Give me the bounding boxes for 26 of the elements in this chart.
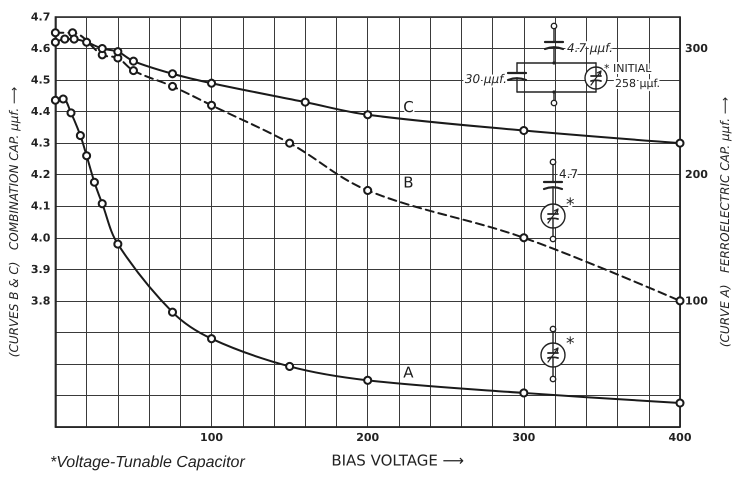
text: *Voltage-Tunable Capacitor bbox=[50, 454, 246, 471]
x-tick-label: 300 bbox=[512, 431, 536, 444]
series-label: A bbox=[403, 363, 414, 382]
x-tick-label: 100 bbox=[200, 431, 224, 444]
y-tick-label: 4.5 bbox=[30, 74, 50, 87]
y2-tick-label: 200 bbox=[685, 168, 708, 182]
annotation: * bbox=[566, 195, 574, 215]
x-axis-title: BIAS VOLTAGE ⟶ bbox=[331, 452, 464, 470]
y2-tick-label: 300 bbox=[685, 42, 708, 56]
x-tick-label: 200 bbox=[356, 431, 380, 444]
y-axis-title: (CURVES B & C) COMBINATION CAP. μμf. ⟶ bbox=[7, 86, 21, 358]
y-tick-label: 4.0 bbox=[30, 231, 51, 244]
y-tick-label: 3.8 bbox=[30, 294, 50, 308]
series-label: C bbox=[403, 98, 414, 116]
y-tick-label: 4.7 bbox=[30, 10, 50, 24]
y-tick-label: 4.6 bbox=[30, 42, 51, 56]
y-tick-label: 4.2 bbox=[30, 168, 50, 182]
y2-axis-title: (CURVE A) FERROELECTRIC CAP. μμf. ⟶ bbox=[718, 96, 732, 348]
y-tick-label: 3.9 bbox=[30, 262, 50, 276]
annotation: * bbox=[566, 334, 574, 354]
x-tick-label: 400 bbox=[668, 431, 692, 444]
y-tick-label: 4.4 bbox=[30, 105, 51, 118]
y-tick-label: 4.3 bbox=[30, 136, 50, 150]
series-label: B bbox=[403, 173, 414, 192]
y-tick-label: 4.1 bbox=[30, 200, 50, 213]
y2-tick-label: 100 bbox=[685, 294, 708, 308]
